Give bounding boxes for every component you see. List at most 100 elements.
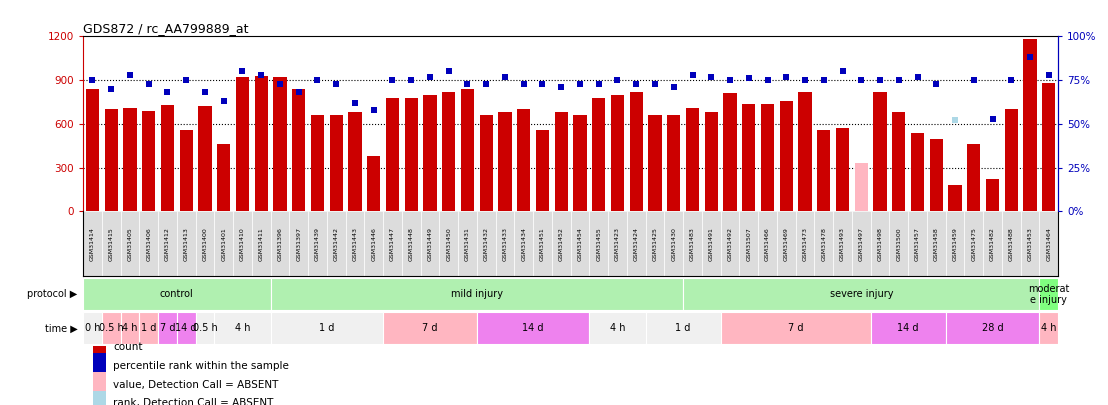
Bar: [742, 104, 756, 211]
Text: GSM31449: GSM31449: [428, 227, 432, 261]
Text: 0 h: 0 h: [84, 324, 100, 333]
Text: GSM31455: GSM31455: [596, 227, 602, 261]
Bar: [777, 211, 796, 277]
Bar: [967, 144, 981, 211]
Bar: [480, 115, 493, 211]
Text: GSM31423: GSM31423: [615, 227, 620, 261]
Text: 4 h: 4 h: [122, 324, 137, 333]
Bar: [93, 335, 105, 359]
Bar: [667, 115, 680, 211]
Bar: [421, 211, 440, 277]
Text: GSM31397: GSM31397: [296, 227, 301, 261]
Text: GSM31491: GSM31491: [709, 227, 714, 261]
Bar: [1002, 211, 1020, 277]
Bar: [627, 211, 646, 277]
Text: GSM31475: GSM31475: [972, 227, 976, 261]
Text: GSM31478: GSM31478: [821, 227, 827, 261]
Bar: [611, 95, 624, 211]
Bar: [83, 312, 102, 344]
Text: GSM31430: GSM31430: [671, 227, 676, 261]
Bar: [214, 312, 270, 344]
Text: GDS872 / rc_AA799889_at: GDS872 / rc_AA799889_at: [83, 22, 248, 35]
Text: 7 d: 7 d: [160, 324, 175, 333]
Bar: [214, 211, 233, 277]
Bar: [533, 211, 552, 277]
Bar: [270, 211, 289, 277]
Text: GSM31439: GSM31439: [315, 227, 320, 261]
Text: 7 d: 7 d: [422, 324, 438, 333]
Text: GSM31466: GSM31466: [765, 227, 770, 261]
Bar: [442, 92, 455, 211]
Text: GSM31453: GSM31453: [1027, 227, 1033, 261]
Bar: [161, 105, 174, 211]
Bar: [330, 115, 342, 211]
Bar: [1020, 211, 1039, 277]
Bar: [461, 89, 474, 211]
Bar: [948, 185, 962, 211]
Bar: [835, 128, 849, 211]
Bar: [499, 112, 512, 211]
Bar: [871, 312, 945, 344]
Bar: [255, 76, 268, 211]
Bar: [177, 211, 196, 277]
Text: GSM31507: GSM31507: [747, 227, 751, 261]
Bar: [739, 211, 758, 277]
Text: GSM31457: GSM31457: [915, 227, 920, 261]
Bar: [589, 312, 646, 344]
Text: 1 d: 1 d: [676, 324, 690, 333]
Bar: [911, 133, 924, 211]
Text: 0.5 h: 0.5 h: [193, 324, 217, 333]
Bar: [102, 312, 121, 344]
Text: severe injury: severe injury: [830, 290, 893, 299]
Bar: [517, 109, 531, 211]
Bar: [854, 163, 868, 211]
Bar: [158, 312, 177, 344]
Bar: [327, 211, 346, 277]
Text: GSM31493: GSM31493: [840, 227, 845, 261]
Bar: [402, 211, 421, 277]
Bar: [1043, 83, 1055, 211]
Bar: [852, 211, 871, 277]
Bar: [346, 211, 365, 277]
Text: 14 d: 14 d: [175, 324, 197, 333]
Bar: [179, 130, 193, 211]
Bar: [236, 77, 249, 211]
Bar: [945, 312, 1039, 344]
Text: GSM31464: GSM31464: [1046, 227, 1051, 261]
Text: rank, Detection Call = ABSENT: rank, Detection Call = ABSENT: [113, 399, 274, 405]
Text: count: count: [113, 342, 143, 352]
Bar: [646, 312, 720, 344]
Text: GSM31424: GSM31424: [634, 227, 638, 261]
Bar: [308, 211, 327, 277]
Bar: [780, 100, 793, 211]
Bar: [93, 354, 105, 378]
Bar: [177, 312, 196, 344]
Text: GSM31406: GSM31406: [146, 227, 151, 261]
Bar: [158, 211, 177, 277]
Bar: [140, 211, 158, 277]
Bar: [1039, 211, 1058, 277]
Bar: [574, 115, 586, 211]
Bar: [86, 89, 99, 211]
Text: GSM31497: GSM31497: [859, 227, 864, 261]
Bar: [964, 211, 983, 277]
Bar: [293, 89, 306, 211]
Bar: [440, 211, 458, 277]
Text: GSM31414: GSM31414: [90, 227, 95, 261]
Bar: [142, 111, 155, 211]
Text: GSM31412: GSM31412: [165, 227, 170, 261]
Text: GSM31469: GSM31469: [783, 227, 789, 261]
Text: control: control: [160, 290, 194, 299]
Text: GSM31413: GSM31413: [184, 227, 188, 261]
Bar: [720, 312, 871, 344]
Text: value, Detection Call = ABSENT: value, Detection Call = ABSENT: [113, 379, 279, 390]
Bar: [761, 104, 774, 211]
Text: GSM31483: GSM31483: [690, 227, 695, 261]
Bar: [833, 211, 852, 277]
Bar: [814, 211, 833, 277]
Bar: [799, 92, 811, 211]
Text: 4 h: 4 h: [235, 324, 250, 333]
Text: GSM31442: GSM31442: [334, 227, 339, 261]
Bar: [233, 211, 252, 277]
Bar: [476, 211, 495, 277]
